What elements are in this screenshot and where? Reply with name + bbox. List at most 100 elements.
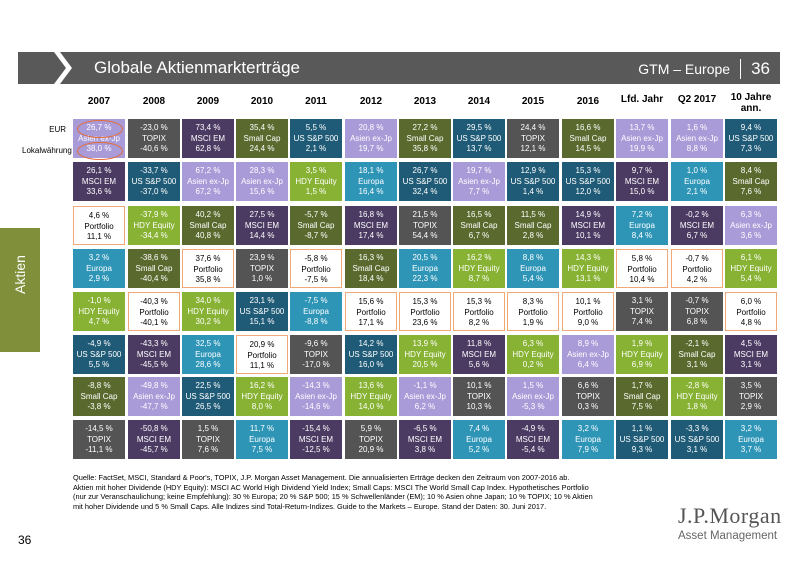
asset-name: US S&P 500 — [348, 349, 394, 359]
asset-name: HDY Equity — [512, 349, 554, 359]
return-local: 5,5 % — [88, 360, 110, 369]
return-eur: 5,5 % — [305, 123, 327, 132]
return-local: -40,4 % — [140, 274, 168, 283]
footnote: Quelle: FactSet, MSCI, Standard & Poor's… — [73, 473, 633, 511]
asset-name: Portfolio — [518, 307, 548, 317]
return-local: 7,5 % — [251, 445, 273, 454]
asset-name: TOPIX — [196, 434, 220, 444]
return-eur: 20,5 % — [412, 253, 438, 262]
return-eur: 7,2 % — [631, 210, 653, 219]
return-eur: 19,7 % — [466, 166, 492, 175]
return-cell: -23,0 % TOPIX -40,6 % — [128, 119, 180, 158]
side-label: Aktien — [12, 255, 28, 294]
year-header: 2009 — [196, 96, 220, 107]
return-cell: 3,5 % TOPIX 2,9 % — [725, 377, 777, 416]
return-eur: 24,4 % — [520, 123, 546, 132]
return-cell: 19,7 % Asien ex-Jp 7,7 % — [453, 162, 505, 201]
asset-name: Small Cap — [80, 391, 118, 401]
return-cell: 8,3 % Portfolio 1,9 % — [507, 292, 559, 331]
asset-name: Europa — [684, 176, 710, 186]
return-cell: -50,8 % MSCI EM -45,7 % — [128, 420, 180, 459]
return-cell: -14,3 % Asien ex-Jp -14,6 % — [290, 377, 342, 416]
return-local: 12,1 % — [520, 144, 546, 153]
return-cell: -4,9 % MSCI EM -5,4 % — [507, 420, 559, 459]
return-local: 26,5 % — [195, 402, 221, 411]
asset-name: HDY Equity — [621, 349, 663, 359]
return-eur: 21,5 % — [412, 210, 438, 219]
return-local: 7,4 % — [631, 317, 653, 326]
return-cell: 37,6 % Portfolio 35,8 % — [182, 249, 234, 288]
asset-name: Asien ex-Jp — [730, 220, 772, 230]
return-cell: 29,5 % US S&P 500 13,7 % — [453, 119, 505, 158]
asset-name: HDY Equity — [133, 220, 175, 230]
asset-name: Small Cap — [514, 220, 552, 230]
return-local: 24,4 % — [249, 144, 275, 153]
return-cell: 10,1 % Portfolio 9,0 % — [562, 292, 614, 331]
return-local: 6,4 % — [577, 360, 599, 369]
return-local: 3,1 % — [686, 360, 708, 369]
return-local: 23,6 % — [412, 318, 438, 327]
return-cell: -37,9 % HDY Equity -34,4 % — [128, 206, 180, 245]
return-eur: 16,5 % — [466, 210, 492, 219]
return-cell: 16,2 % HDY Equity 8,0 % — [236, 377, 288, 416]
side-label-box: Aktien — [0, 228, 40, 352]
footnote-line: Quelle: FactSet, MSCI, Standard & Poor's… — [73, 473, 570, 482]
return-local: 22,3 % — [412, 274, 438, 283]
return-cell: 20,5 % Europa 22,3 % — [399, 249, 451, 288]
return-local: 2,9 % — [88, 274, 110, 283]
asset-name: Asien ex-Jp — [567, 349, 609, 359]
return-cell: 4,5 % MSCI EM 3,1 % — [725, 335, 777, 374]
return-local: -14,6 % — [302, 402, 330, 411]
return-eur: 1,7 % — [631, 381, 653, 390]
return-eur: -38,6 % — [140, 253, 168, 262]
row-label-eur: EUR — [49, 125, 66, 134]
year-header: 2007 — [87, 96, 111, 107]
return-local: 13,7 % — [466, 144, 492, 153]
return-local: 13,1 % — [575, 274, 601, 283]
return-local: 1,8 % — [686, 402, 708, 411]
return-cell: 1,0 % Europa 2,1 % — [671, 162, 723, 201]
asset-name: Portfolio — [356, 307, 386, 317]
year-header: Lfd. Jahr — [620, 94, 664, 105]
asset-name: HDY Equity — [730, 263, 772, 273]
return-local: 7,9 % — [577, 445, 599, 454]
return-eur: 27,2 % — [412, 123, 438, 132]
return-local: 14,4 % — [249, 231, 275, 240]
asset-name: US S&P 500 — [239, 306, 285, 316]
page-title: Globale Aktienmarkterträge — [94, 58, 300, 77]
return-local: 6,8 % — [686, 317, 708, 326]
asset-name: Portfolio — [410, 307, 440, 317]
return-local: 6,2 % — [414, 402, 436, 411]
year-header: 2013 — [413, 96, 437, 107]
return-local: 3,7 % — [740, 445, 762, 454]
asset-name: TOPIX — [304, 349, 328, 359]
return-eur: 5,9 % — [360, 424, 382, 433]
return-cell: 14,2 % US S&P 500 16,0 % — [345, 335, 397, 374]
asset-name: Europa — [249, 434, 275, 444]
return-eur: 8,9 % — [577, 339, 599, 348]
return-eur: -0,2 % — [685, 210, 709, 219]
asset-name: MSCI EM — [570, 220, 606, 230]
return-cell: 16,5 % Small Cap 6,7 % — [453, 206, 505, 245]
return-eur: 10,1 % — [466, 381, 492, 390]
return-eur: 22,5 % — [195, 381, 221, 390]
asset-name: Portfolio — [573, 307, 603, 317]
return-eur: 8,3 % — [522, 297, 544, 306]
asset-name: Portfolio — [247, 350, 277, 360]
return-eur: -0,7 % — [685, 296, 709, 305]
year-header: 2008 — [142, 96, 166, 107]
return-cell: 6,6 % TOPIX 0,3 % — [562, 377, 614, 416]
return-local: 6,9 % — [631, 360, 653, 369]
return-local: 8,2 % — [468, 318, 490, 327]
return-local: 10,4 % — [629, 275, 655, 284]
return-local: -45,7 % — [140, 445, 168, 454]
asset-name: MSCI EM — [679, 220, 715, 230]
asset-name: Portfolio — [193, 264, 223, 274]
return-cell: 11,7 % Europa 7,5 % — [236, 420, 288, 459]
return-local: 2,1 % — [305, 144, 327, 153]
return-cell: -9,6 % TOPIX -17,0 % — [290, 335, 342, 374]
return-cell: 1,6 % Asien ex-Jp 8,8 % — [671, 119, 723, 158]
return-local: 15,1 % — [249, 317, 275, 326]
return-cell: 16,3 % Small Cap 18,4 % — [345, 249, 397, 288]
asset-name: HDY Equity — [458, 263, 500, 273]
